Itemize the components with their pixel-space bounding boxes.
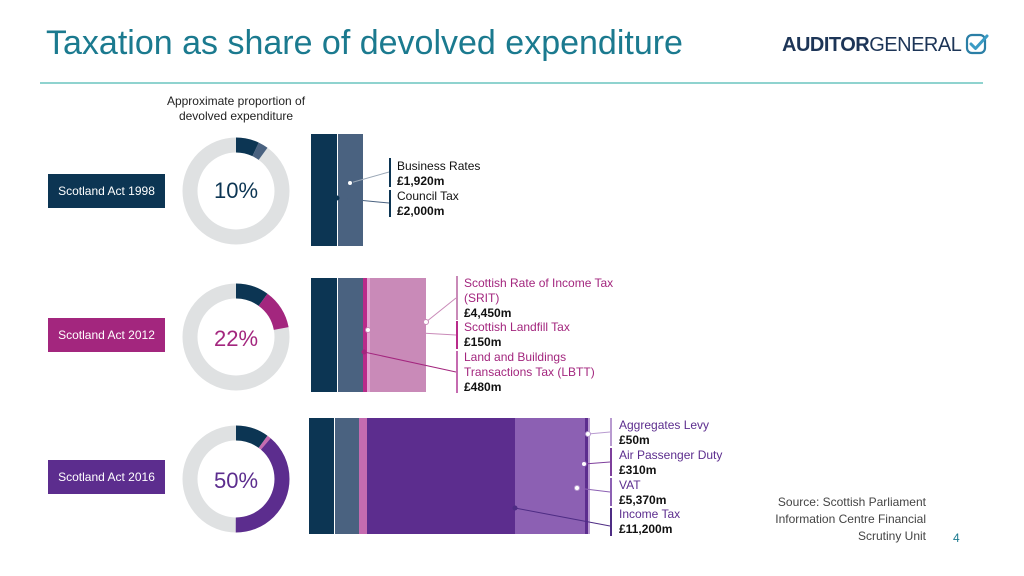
tax-value: £50m — [619, 433, 650, 447]
donut-chart-2012 — [182, 283, 290, 391]
share-percent-2012: 22% — [213, 326, 259, 351]
tax-value: £11,200m — [619, 522, 673, 536]
donut-segment-devolved-1998 — [182, 283, 290, 391]
tax-name: Air Passenger Duty — [619, 448, 723, 462]
page-title: Taxation as share of devolved expenditur… — [46, 24, 683, 62]
donut-chart-1998 — [182, 137, 290, 245]
bar-business-rates-2012 — [311, 278, 337, 392]
bar-aggregates-levy — [588, 418, 590, 534]
auditor-general-logo: AUDITOR GENERAL — [782, 32, 989, 58]
tax-name: Scottish Rate of Income Tax (SRIT) — [464, 276, 614, 305]
tax-label-landfill-tax: Scottish Landfill Tax £150m — [464, 320, 570, 350]
check-icon — [966, 33, 989, 55]
logo-light-text: GENERAL — [869, 33, 962, 56]
tax-value: £150m — [464, 335, 502, 349]
share-percent-1998: 10% — [213, 178, 259, 203]
bar-srit — [370, 278, 426, 392]
bar-landfill-tax — [363, 278, 367, 392]
bar-council-tax-2012 — [337, 278, 363, 392]
tax-name: VAT — [619, 478, 641, 492]
source-note: Source: Scottish Parliament Information … — [775, 495, 926, 543]
tax-value: £4,450m — [464, 306, 512, 320]
header-divider — [40, 82, 983, 84]
tax-value: £5,370m — [619, 493, 667, 507]
tax-label-srit: Scottish Rate of Income Tax (SRIT) £4,45… — [464, 276, 614, 321]
bar-council-tax — [337, 134, 363, 246]
tax-name: Scottish Landfill Tax — [464, 320, 570, 334]
logo-bold-text: AUDITOR — [782, 33, 870, 56]
tax-value: £480m — [464, 380, 502, 394]
tax-label-income-tax: Income Tax £11,200m — [619, 507, 680, 537]
bar-council-tax-2016 — [334, 418, 359, 534]
donut-segment-devolved-1998-2016 — [182, 425, 290, 533]
donut-segment-business-rates — [182, 137, 290, 245]
tax-value: £310m — [619, 463, 657, 477]
tax-label-vat: VAT £5,370m — [619, 478, 666, 508]
act-label-2016: Scotland Act 2016 — [48, 460, 165, 494]
bar-vat — [515, 418, 585, 534]
tax-label-lbtt: Land and Buildings Transactions Tax (LBT… — [464, 350, 614, 395]
bar-business-rates — [311, 134, 337, 246]
act-label-1998: Scotland Act 1998 — [48, 174, 165, 208]
tax-label-council-tax: Council Tax £2,000m — [397, 189, 459, 219]
donut-caption: Approximate proportion of devolved expen… — [166, 94, 306, 123]
page-number: 4 — [953, 531, 960, 545]
share-percent-2016: 50% — [213, 468, 259, 493]
donut-chart-2016 — [182, 425, 290, 533]
donut-segment-devolved-2016 — [182, 425, 290, 533]
tax-name: Council Tax — [397, 189, 459, 203]
tax-label-aggregates-levy: Aggregates Levy £50m — [619, 418, 709, 448]
bar-air-passenger-duty — [585, 418, 588, 534]
act-label-2012: Scotland Act 2012 — [48, 318, 165, 352]
tax-name: Business Rates — [397, 159, 481, 173]
tax-value: £1,920m — [397, 174, 445, 188]
tax-value: £2,000m — [397, 204, 445, 218]
tax-label-business-rates: Business Rates £1,920m — [397, 159, 480, 189]
tax-label-air-passenger-duty: Air Passenger Duty £310m — [619, 448, 722, 478]
bar-income-tax — [367, 418, 515, 534]
bar-business-rates-2016 — [309, 418, 334, 534]
tax-name: Income Tax — [619, 507, 681, 521]
tax-name: Aggregates Levy — [619, 418, 710, 432]
tax-name: Land and Buildings Transactions Tax (LBT… — [464, 350, 595, 379]
bar-landfill-lbtt-2016 — [359, 418, 367, 534]
